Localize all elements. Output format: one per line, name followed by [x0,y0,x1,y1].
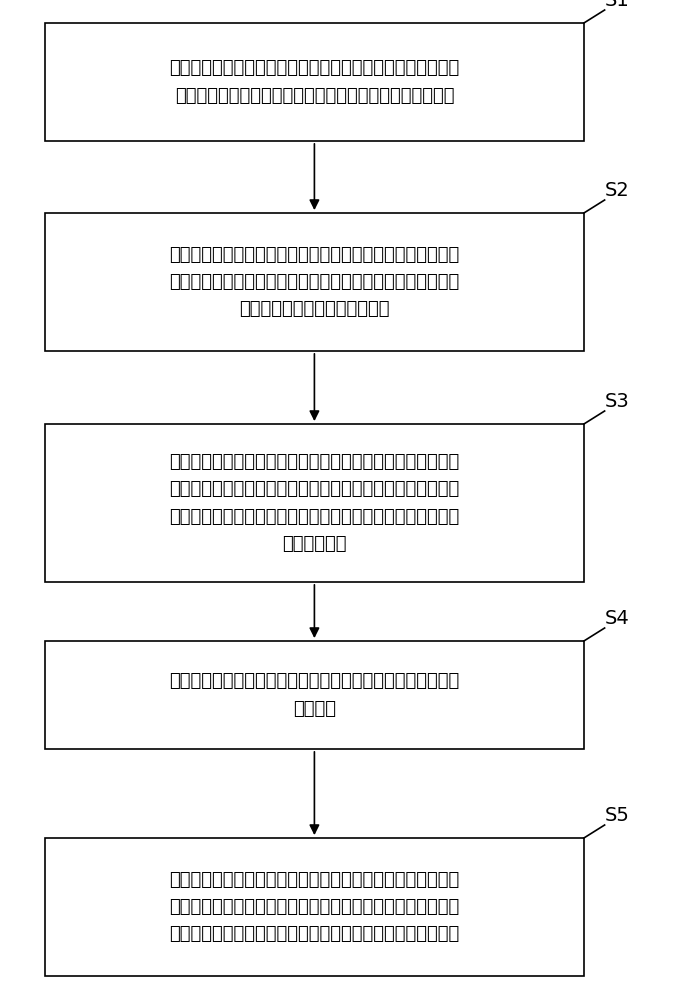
Bar [45,23,584,141]
Bar [45,213,584,351]
Bar [45,838,584,976]
Text: 根据所述重过载设备的标识查询各所述实时供电路径，若在所
述实时供电路径对应的供电设备集合中查询到一个或多个重过
载设备，将所述实时供电路径对应的用户作为目标用户: 根据所述重过载设备的标识查询各所述实时供电路径，若在所 述实时供电路径对应的供电… [169,453,460,553]
Text: S2: S2 [605,181,630,200]
Text: S4: S4 [605,609,630,628]
Text: 向所述目标用户集合中的各目标用户发起对应所述日前削峰需
求的邀约: 向所述目标用户集合中的各目标用户发起对应所述日前削峰需 求的邀约 [169,672,460,718]
Text: 根据各目标用户针对所述邀约的反馈确定中标用户，并向各所
述中标用户下发日前调度计划曲线，以使各所述中标用户根据
所述日前调度计划曲线在所述削峰时段内向电网公司进: 根据各目标用户针对所述邀约的反馈确定中标用户，并向各所 述中标用户下发日前调度计… [169,871,460,943]
Text: 根据预先建立的用户台账数据获取各用户的实时供电路径，其
中每条所述实时供电路径包括对应配电变压器以及参与供电至
对应配电变压器的供电设备集合: 根据预先建立的用户台账数据获取各用户的实时供电路径，其 中每条所述实时供电路径包… [169,246,460,318]
Text: S5: S5 [605,806,630,825]
Text: 接收日前削峰需求，所述日前削峰需求包括重过载设备的标识
、削峰时段及该削峰时段内每预置时间间隔的功率需求曲线: 接收日前削峰需求，所述日前削峰需求包括重过载设备的标识 、削峰时段及该削峰时段内… [169,59,460,105]
Bar [45,424,584,582]
Bar [45,641,584,749]
Text: S3: S3 [605,392,630,411]
Text: S1: S1 [605,0,630,10]
